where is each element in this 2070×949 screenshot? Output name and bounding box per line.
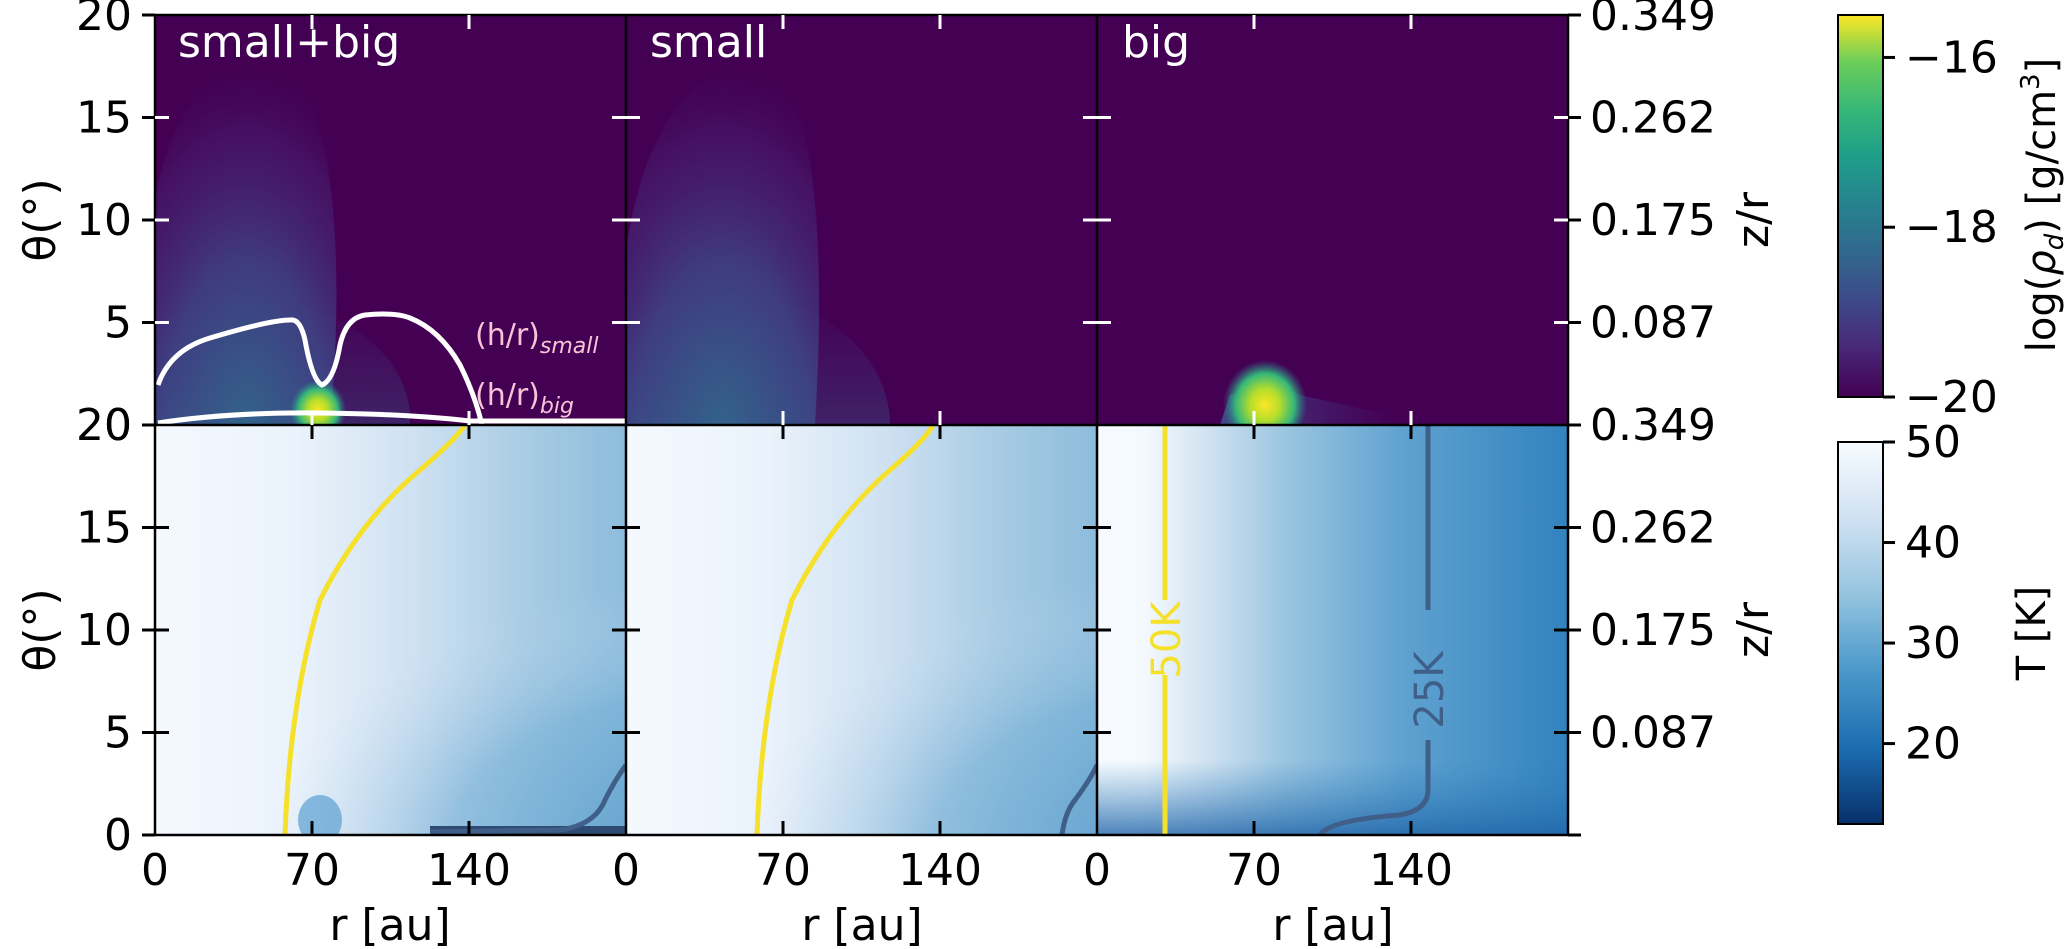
h-small-curve — [155, 311, 485, 425]
panel-title-small: small — [650, 17, 767, 68]
svg-text:T [K]: T [K] — [2009, 586, 2055, 682]
colorbar-tick-label: −20 — [1905, 372, 1998, 423]
contour-25K-small — [1059, 763, 1097, 835]
z-tick-label: 0.262 — [1590, 93, 1716, 144]
ylabel-left-bottom: θ(°) — [15, 588, 66, 671]
colorbar-tick-label: −18 — [1905, 202, 1998, 253]
annotation-h-small: (h/r)small — [475, 318, 598, 359]
annotation-h-big: (h/r)big — [475, 378, 574, 419]
contour-25K-small-big — [429, 763, 626, 835]
y-tick-label: 15 — [76, 93, 132, 144]
svg-text:θ(°): θ(°) — [15, 588, 66, 671]
colorbar-tick-label: −16 — [1905, 32, 1998, 83]
h-big-curve — [157, 410, 626, 425]
x-tick-label: 0 — [141, 845, 169, 896]
panel-density-small-big — [155, 15, 626, 425]
y-tick-label: 20 — [76, 0, 132, 41]
xlabel-middle: r [au] — [801, 900, 922, 949]
y-tick-label: 10 — [76, 195, 132, 246]
axis-ticks — [142, 13, 1581, 837]
y-tick-label: 15 — [76, 503, 132, 554]
xlabel-left: r [au] — [329, 900, 450, 949]
ylabel-right-bottom: z/r — [1728, 601, 1779, 658]
contour-label-25K: 25K — [1407, 650, 1453, 729]
x-tick-label: 0 — [1083, 845, 1111, 896]
z-tick-label: 0.175 — [1590, 605, 1716, 656]
z-tick-label: 0.087 — [1590, 298, 1716, 349]
svg-text:θ(°): θ(°) — [15, 178, 66, 261]
ylabel-left-top: θ(°) — [15, 178, 66, 261]
y-tick-label: 10 — [76, 605, 132, 656]
colorbar-tick-label: 20 — [1905, 719, 1961, 770]
y-tick-label: 0 — [104, 810, 132, 861]
x-tick-label: 0 — [612, 845, 640, 896]
axis-tick-labels: 0 5 10 15 20 0.087 0.175 0.262 0.349 0 5 10 15 20 0.08… — [76, 0, 1716, 896]
colorbar-ticks: −20 −18 −16 20 30 40 50 — [1883, 32, 1998, 770]
z-tick-label: 0.349 — [1590, 400, 1716, 451]
contour-50K-small-big — [282, 425, 468, 835]
colorbar-density-label: log(ρd) [g/cm3] — [2016, 58, 2070, 352]
xlabel-right: r [au] — [1272, 900, 1393, 949]
contour-label-50K: 50K — [1144, 600, 1190, 679]
svg-text:log(ρd) [g/cm3]: log(ρd) [g/cm3] — [2016, 58, 2070, 352]
y-tick-label: 5 — [104, 708, 132, 759]
svg-text:z/r: z/r — [1728, 191, 1779, 248]
colorbar-temperature — [1837, 441, 1884, 825]
panel-temperature-small-big — [155, 425, 626, 835]
colorbar-tick-label: 50 — [1905, 417, 1961, 468]
contour-50K-small — [754, 425, 936, 835]
colorbar-density — [1837, 14, 1884, 398]
x-tick-label: 70 — [1226, 845, 1282, 896]
colorbar-temperature-label: T [K] — [2009, 586, 2055, 682]
colorbar-tick-label: 40 — [1905, 518, 1961, 569]
x-tick-label: 70 — [755, 845, 811, 896]
colorbar-tick-label: 30 — [1905, 618, 1961, 669]
y-tick-label: 20 — [76, 400, 132, 451]
panel-temperature-small — [626, 425, 1097, 835]
panel-density-small — [626, 15, 1097, 425]
x-tick-label: 70 — [284, 845, 340, 896]
panel-title-big: big — [1122, 17, 1190, 68]
panel-density-big — [1097, 15, 1568, 425]
panel-title-small-big: small+big — [178, 17, 400, 68]
z-tick-label: 0.087 — [1590, 708, 1716, 759]
ylabel-right-top: z/r — [1728, 191, 1779, 248]
panel-temperature-big: 50K 25K — [1097, 425, 1568, 835]
y-tick-label: 5 — [104, 298, 132, 349]
z-tick-label: 0.262 — [1590, 503, 1716, 554]
x-tick-label: 140 — [1369, 845, 1453, 896]
y-tick-label: 0 — [104, 400, 132, 451]
z-tick-label: 0.349 — [1590, 0, 1716, 41]
z-tick-label: 0.175 — [1590, 195, 1716, 246]
x-tick-label: 140 — [427, 845, 511, 896]
x-tick-label: 140 — [898, 845, 982, 896]
svg-text:z/r: z/r — [1728, 601, 1779, 658]
